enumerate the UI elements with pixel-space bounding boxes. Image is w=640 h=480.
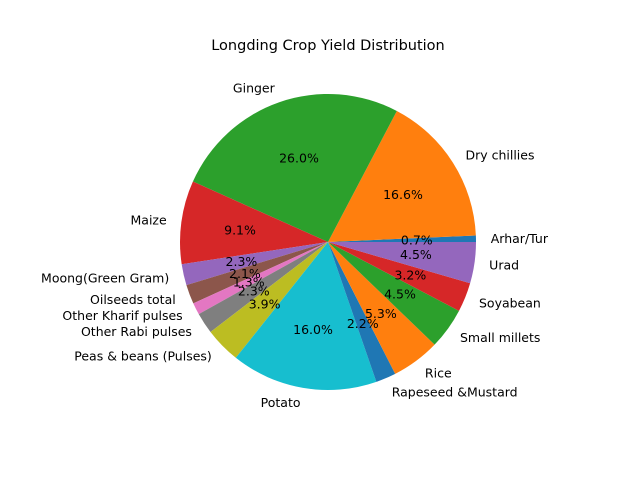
pie-slice	[328, 110, 476, 243]
slice-percent-label: 1.3%	[233, 275, 265, 290]
pie-slice	[193, 242, 328, 315]
pie-slice	[210, 242, 328, 358]
pie-slice	[328, 242, 396, 382]
slice-percent-label: 3.2%	[394, 268, 426, 283]
slice-category-label: Soyabean	[479, 295, 541, 310]
pie-slice	[180, 181, 328, 265]
slice-category-label: Dry chillies	[465, 147, 534, 162]
slice-category-label: Small millets	[460, 330, 540, 345]
slice-percent-label: 0.7%	[401, 233, 433, 248]
slice-category-label: Other Rabi pulses	[81, 324, 192, 339]
slice-category-label: Moong(Green Gram)	[41, 271, 169, 286]
slice-percent-label: 3.9%	[249, 297, 281, 312]
slice-percent-label: 26.0%	[279, 151, 319, 166]
slice-percent-label: 2.3%	[226, 254, 258, 269]
pie-slice	[181, 242, 328, 286]
pie-slice	[328, 242, 471, 311]
pie-category-labels: Arhar/Tur Dry chillies Ginger Maize Moong(Gr…	[41, 81, 549, 410]
pie-slice	[328, 242, 460, 345]
pie-slice	[328, 242, 476, 284]
slice-percent-label: 16.0%	[293, 322, 333, 337]
slice-percent-label: 9.1%	[224, 223, 256, 238]
slice-category-label: Other Kharif pulses	[62, 308, 182, 323]
slice-percent-label: 5.3%	[365, 306, 397, 321]
slice-category-label: Maize	[131, 213, 167, 228]
slice-category-label: Rice	[425, 365, 452, 380]
slice-category-label: Rapeseed &Mustard	[392, 384, 518, 399]
slice-category-label: Ginger	[233, 81, 276, 96]
pie-percent-labels: 0.7%16.6%26.0%9.1%2.3%2.1%1.3%2.3%3.9%16…	[224, 151, 433, 337]
slice-percent-label: 4.5%	[400, 247, 432, 262]
slice-category-label: Urad	[489, 257, 519, 272]
slice-category-label: Potato	[261, 395, 301, 410]
pie-slice	[192, 94, 397, 242]
slice-category-label: Oilseeds total	[90, 292, 176, 307]
pie-slices	[180, 94, 476, 390]
pie-slice	[186, 242, 328, 304]
slice-percent-label: 4.5%	[384, 286, 416, 301]
slice-percent-label: 16.6%	[383, 187, 423, 202]
pie-slice	[235, 242, 377, 390]
slice-category-label: Peas & beans (Pulses)	[74, 349, 212, 364]
slice-percent-label: 2.2%	[347, 316, 379, 331]
slice-percent-label: 2.1%	[229, 266, 261, 281]
pie-slice	[328, 235, 476, 242]
pie-slice	[328, 242, 435, 374]
pie-slice	[198, 242, 328, 332]
slice-category-label: Arhar/Tur	[491, 231, 549, 246]
slice-percent-label: 2.3%	[238, 283, 270, 298]
chart-title: Longding Crop Yield Distribution	[211, 38, 445, 54]
